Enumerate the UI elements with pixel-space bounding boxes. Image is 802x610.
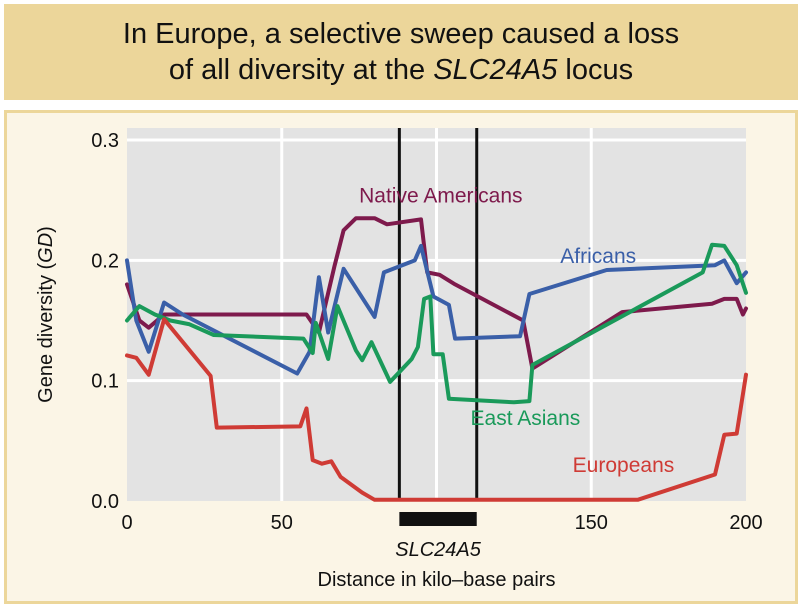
- title-line-2-prefix: of all diversity at the: [168, 54, 434, 86]
- x-tick-label: 200: [729, 512, 762, 534]
- series-line-east-asians: [125, 242, 748, 405]
- series-label-africans: Africans: [560, 245, 636, 268]
- series-labels: Native Americans Africans East Asians Europ…: [359, 185, 674, 478]
- x-tick-label: 0: [121, 512, 132, 534]
- y-tick-label: 0.3: [91, 130, 119, 152]
- x-tick-label: 50: [271, 512, 293, 534]
- series-lines: [125, 216, 748, 502]
- title-gene-name: SLC24A5: [433, 54, 558, 86]
- gene-marker: SLC24A5: [395, 512, 482, 561]
- series-line-europeans: [125, 317, 748, 502]
- y-axis-title-prefix: Gene diversity (: [35, 262, 57, 402]
- x-tick-label: 150: [575, 512, 608, 534]
- series-label-east-asians: East Asians: [471, 407, 581, 430]
- x-axis-title: Distance in kilo–base pairs: [318, 569, 556, 591]
- y-tick-label: 0.2: [91, 250, 119, 272]
- gene-boundaries: [397, 128, 479, 501]
- series-label-europeans: Europeans: [573, 454, 675, 477]
- series-line-africans: [125, 243, 748, 376]
- axis-ticks: 0.0 0.1 0.2 0.3 0 50 150 200: [91, 130, 763, 534]
- series-line-native-americans: [125, 216, 748, 371]
- title-line-2-suffix: locus: [557, 54, 634, 86]
- series-label-native-americans: Native Americans: [359, 185, 522, 208]
- y-axis-title-suffix: ): [35, 226, 57, 233]
- y-axis-title: Gene diversity (GD): [35, 226, 57, 403]
- title-line-2: of all diversity at the SLC24A5 locus: [169, 52, 633, 88]
- title-banner: In Europe, a selective sweep caused a lo…: [4, 4, 798, 100]
- y-axis-title-italic: GD: [35, 233, 57, 263]
- gene-bar: [399, 512, 477, 526]
- y-tick-label: 0.1: [91, 371, 119, 393]
- y-tick-label: 0.0: [91, 491, 119, 513]
- gene-label: SLC24A5: [395, 539, 481, 561]
- title-line-1: In Europe, a selective sweep caused a lo…: [122, 18, 680, 50]
- axis-titles: Distance in kilo–base pairs Gene diversit…: [35, 226, 555, 591]
